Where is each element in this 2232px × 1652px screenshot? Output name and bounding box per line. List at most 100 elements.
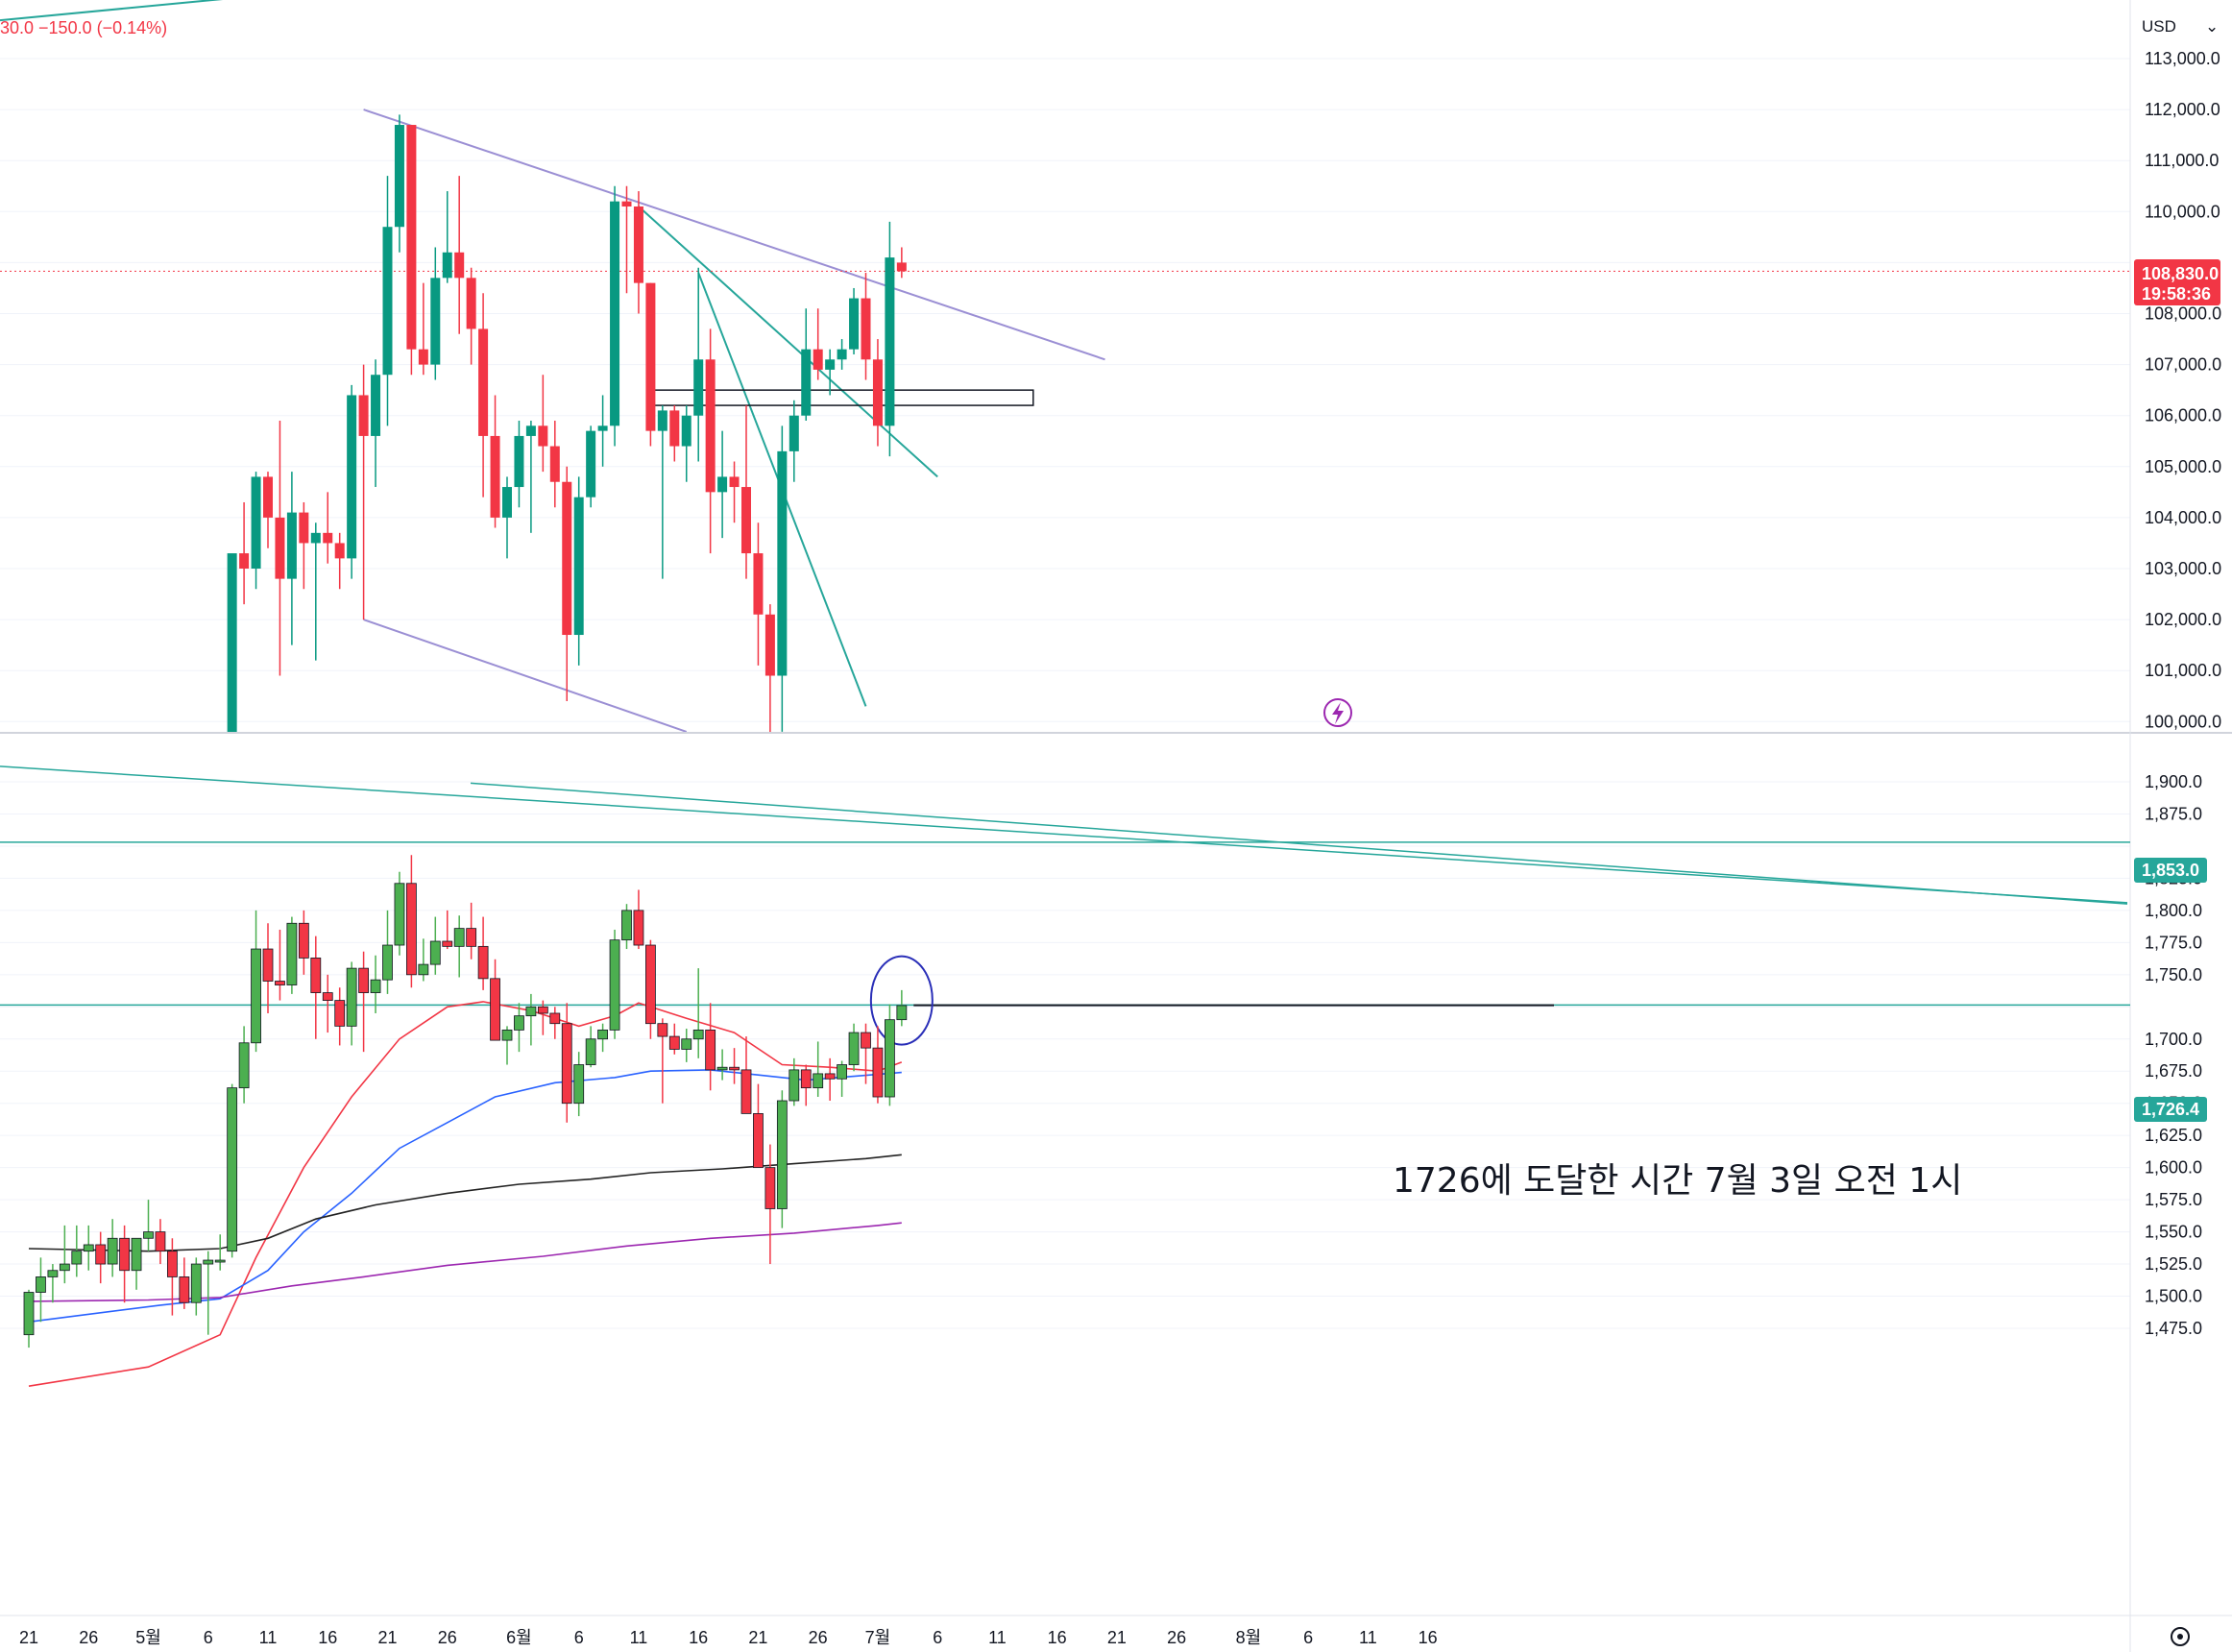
candle-body[interactable] bbox=[286, 512, 297, 579]
candle-body[interactable] bbox=[71, 1251, 83, 1265]
candle-body[interactable] bbox=[251, 948, 261, 1044]
candle-body[interactable] bbox=[764, 1167, 776, 1209]
candle-body[interactable] bbox=[872, 359, 883, 426]
candle-body[interactable] bbox=[801, 349, 812, 416]
candle-body[interactable] bbox=[776, 1100, 788, 1209]
candle-body[interactable] bbox=[239, 553, 250, 569]
candle-body[interactable] bbox=[478, 328, 489, 436]
candle-body[interactable] bbox=[430, 278, 441, 365]
candle-body[interactable] bbox=[227, 1087, 238, 1252]
candle-body[interactable] bbox=[813, 349, 823, 370]
highlight-circle[interactable] bbox=[869, 955, 934, 1046]
candle-body[interactable] bbox=[597, 425, 608, 431]
candle-body[interactable] bbox=[777, 450, 788, 676]
candle-body[interactable] bbox=[143, 1231, 154, 1239]
candle-body[interactable] bbox=[286, 922, 298, 985]
candle-body[interactable] bbox=[155, 1231, 166, 1252]
candle-body[interactable] bbox=[453, 928, 465, 947]
candle-body[interactable] bbox=[322, 992, 333, 1001]
candle-body[interactable] bbox=[848, 1032, 860, 1065]
candle-body[interactable] bbox=[310, 958, 322, 993]
candle-body[interactable] bbox=[597, 1029, 608, 1040]
candle-body[interactable] bbox=[477, 945, 489, 980]
candle-body[interactable] bbox=[633, 910, 644, 946]
candle-body[interactable] bbox=[501, 1029, 513, 1041]
candle-body[interactable] bbox=[83, 1244, 94, 1252]
candle-body[interactable] bbox=[788, 1069, 800, 1102]
candle-body[interactable] bbox=[119, 1237, 130, 1272]
annotation-text[interactable]: 1726에 도달한 시간 7월 3일 오전 1시 bbox=[1393, 1161, 1962, 1201]
candle-body[interactable] bbox=[585, 1038, 596, 1065]
top-candles[interactable] bbox=[36, 114, 907, 1190]
candle-body[interactable] bbox=[490, 435, 500, 518]
candle-body[interactable] bbox=[538, 425, 548, 447]
bottom-candles[interactable] bbox=[23, 855, 908, 1348]
candle-body[interactable] bbox=[418, 349, 428, 365]
candle-body[interactable] bbox=[525, 425, 536, 436]
candle-body[interactable] bbox=[681, 415, 691, 447]
candle-body[interactable] bbox=[299, 512, 309, 544]
candle-body[interactable] bbox=[885, 1019, 895, 1098]
candle-body[interactable] bbox=[753, 553, 764, 615]
time-axis[interactable]: 21 26 5월 6 11 16 21 26 6월 6 11 16 21 26 7월 6 11 16 21 26 8월 6… bbox=[19, 1628, 1438, 1647]
candle-body[interactable] bbox=[525, 1006, 537, 1017]
candle-body[interactable] bbox=[849, 298, 860, 350]
trendline-upper[interactable] bbox=[363, 109, 1105, 361]
candle-body[interactable] bbox=[358, 967, 370, 993]
candle-body[interactable] bbox=[705, 1029, 716, 1071]
candle-body[interactable] bbox=[190, 1263, 202, 1303]
candle-body[interactable] bbox=[298, 922, 309, 959]
trendline-teal-upper[interactable] bbox=[470, 782, 2128, 905]
candle-body[interactable] bbox=[47, 1270, 59, 1277]
candle-body[interactable] bbox=[490, 978, 500, 1041]
candle-body[interactable] bbox=[813, 1073, 824, 1089]
candle-body[interactable] bbox=[837, 349, 847, 360]
candle-body[interactable] bbox=[95, 1244, 107, 1265]
trendline-teal-long[interactable] bbox=[0, 765, 2128, 904]
bottom-drawings[interactable] bbox=[0, 765, 2130, 1046]
candle-body[interactable] bbox=[705, 359, 716, 493]
candle-body[interactable] bbox=[788, 415, 799, 451]
candle-body[interactable] bbox=[370, 979, 381, 993]
trendline-lower[interactable] bbox=[363, 619, 688, 732]
candle-body[interactable] bbox=[861, 298, 871, 360]
candle-body[interactable] bbox=[405, 883, 417, 976]
candle-body[interactable] bbox=[573, 1064, 585, 1105]
candle-body[interactable] bbox=[275, 981, 285, 985]
candle-body[interactable] bbox=[371, 375, 381, 436]
candle-body[interactable] bbox=[36, 1276, 46, 1293]
candle-body[interactable] bbox=[885, 257, 895, 426]
candle-body[interactable] bbox=[657, 1023, 668, 1037]
candle-body[interactable] bbox=[131, 1237, 142, 1272]
candle-body[interactable] bbox=[23, 1292, 35, 1336]
candle-body[interactable] bbox=[275, 517, 285, 579]
candle-body[interactable] bbox=[872, 1047, 884, 1098]
candle-body[interactable] bbox=[347, 395, 357, 559]
candle-body[interactable] bbox=[406, 125, 417, 350]
candle-body[interactable] bbox=[227, 553, 237, 875]
candle-body[interactable] bbox=[609, 939, 620, 1031]
candle-body[interactable] bbox=[657, 410, 667, 431]
candle-body[interactable] bbox=[645, 944, 656, 1025]
candle-body[interactable] bbox=[729, 1066, 740, 1071]
candle-body[interactable] bbox=[537, 1006, 548, 1014]
candle-body[interactable] bbox=[238, 1042, 250, 1089]
candle-body[interactable] bbox=[669, 410, 680, 447]
candle-body[interactable] bbox=[717, 476, 728, 493]
candle-body[interactable] bbox=[549, 1012, 561, 1025]
candle-body[interactable] bbox=[561, 1023, 572, 1105]
candle-body[interactable] bbox=[263, 476, 273, 518]
candle-body[interactable] bbox=[610, 201, 620, 426]
candle-body[interactable] bbox=[323, 532, 333, 544]
candle-body[interactable] bbox=[214, 1259, 226, 1263]
candle-body[interactable] bbox=[562, 481, 572, 636]
candle-body[interactable] bbox=[107, 1237, 118, 1265]
candle-body[interactable] bbox=[59, 1263, 70, 1272]
candle-body[interactable] bbox=[740, 1069, 752, 1114]
candle-body[interactable] bbox=[633, 206, 643, 283]
candle-body[interactable] bbox=[429, 940, 441, 965]
trendline-teal-top[interactable] bbox=[0, 0, 240, 22]
candle-body[interactable] bbox=[334, 543, 345, 559]
candle-body[interactable] bbox=[896, 262, 907, 272]
